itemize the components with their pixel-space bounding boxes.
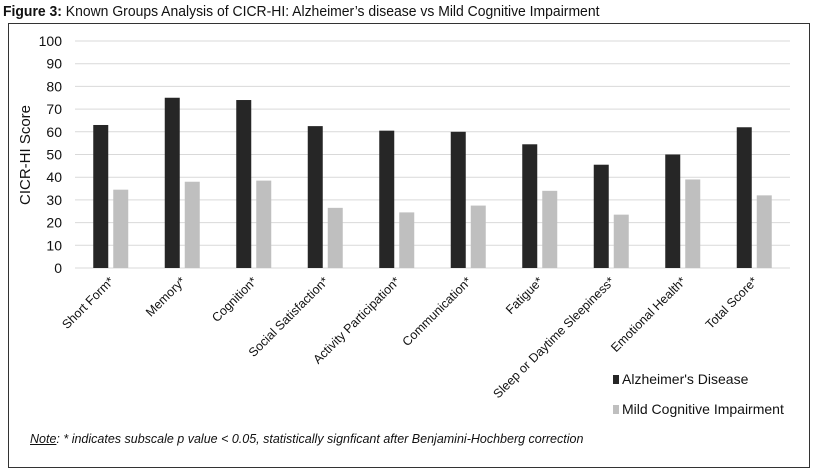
- bar-mci: [470, 205, 486, 268]
- bar-mci: [756, 195, 772, 268]
- y-tick-label: 80: [46, 78, 62, 94]
- chart-frame: [8, 23, 810, 468]
- bar-alzheimers: [450, 131, 466, 268]
- legend-label: Alzheimer's Disease: [622, 371, 749, 387]
- bar-mci: [113, 189, 129, 268]
- y-tick-label: 90: [46, 56, 62, 72]
- bar-mci: [542, 190, 558, 268]
- y-tick-label: 70: [46, 101, 62, 117]
- x-tick-label: Communication*: [400, 274, 475, 349]
- x-tick-label: Sleep or Daytime Sleepiness*: [491, 274, 618, 401]
- legend-swatch: [613, 375, 619, 384]
- bar-mci: [685, 179, 701, 268]
- y-tick-label: 100: [39, 33, 63, 49]
- y-tick-label: 40: [46, 169, 62, 185]
- bar-alzheimers: [522, 144, 538, 268]
- bar-alzheimers: [379, 130, 395, 268]
- figure-label: Figure 3:: [3, 3, 62, 20]
- figure-title-text: Known Groups Analysis of CICR-HI: Alzhei…: [65, 3, 600, 20]
- y-tick-label: 10: [46, 237, 62, 253]
- bar-alzheimers: [164, 97, 180, 268]
- y-tick-label: 50: [46, 147, 62, 163]
- x-tick-label: Cognition*: [209, 274, 260, 325]
- bar-mci: [327, 207, 343, 268]
- x-tick-label: Social Satisfaction*: [246, 274, 332, 360]
- bar-alzheimers: [93, 124, 109, 269]
- y-axis-label: CICR-HI Score: [17, 105, 34, 205]
- y-tick-label: 60: [46, 124, 62, 140]
- x-tick-label: Short Form*: [59, 274, 117, 332]
- bar-alzheimers: [736, 127, 752, 268]
- x-tick-label: Total Score*: [703, 274, 761, 332]
- x-tick-label: Fatigue*: [503, 274, 546, 317]
- y-tick-label: 0: [54, 260, 62, 276]
- x-tick-label: Emotional Health*: [608, 274, 689, 355]
- legend-swatch: [613, 405, 619, 414]
- bar-mci: [184, 181, 200, 268]
- footnote: Note: * indicates subscale p value < 0.0…: [30, 432, 583, 446]
- bar-mci: [399, 212, 415, 268]
- note-text: : * indicates subscale p value < 0.05, s…: [56, 432, 584, 446]
- y-tick-label: 20: [46, 215, 62, 231]
- bar-alzheimers: [236, 100, 252, 269]
- bar-alzheimers: [593, 164, 609, 268]
- y-tick-label: 30: [46, 192, 62, 208]
- note-label: Note: [30, 432, 57, 446]
- x-tick-label: Memory*: [143, 274, 188, 319]
- bar-mci: [256, 180, 272, 268]
- legend-label: Mild Cognitive Impairment: [622, 401, 784, 417]
- bar-mci: [613, 214, 629, 268]
- bar-alzheimers: [665, 154, 681, 268]
- bar-alzheimers: [307, 126, 323, 268]
- figure-title: Figure 3: Known Groups Analysis of CICR-…: [3, 3, 599, 20]
